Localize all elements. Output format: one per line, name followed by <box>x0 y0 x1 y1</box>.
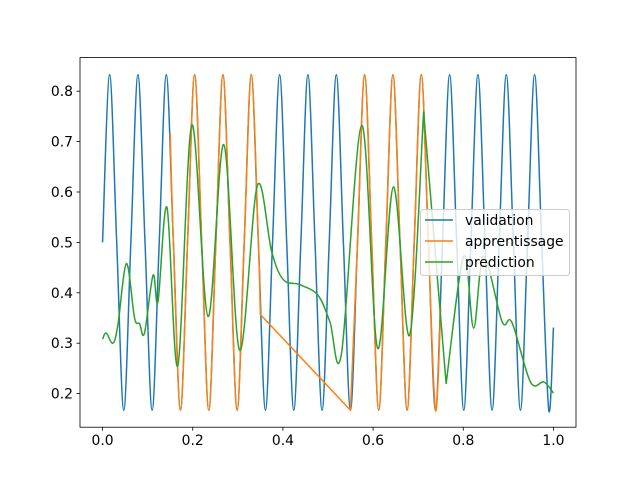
x-tick: 0.4 <box>272 427 294 449</box>
y-axis: 0.2 0.3 0.4 0.5 0.6 0.7 0.8 <box>51 84 80 403</box>
legend-label: prediction <box>465 255 535 271</box>
y-tick: 0.5 <box>51 235 80 251</box>
x-tick-label: 0.2 <box>182 433 204 449</box>
x-tick: 0.6 <box>362 427 384 449</box>
x-tick-label: 0.4 <box>272 433 294 449</box>
legend-entry: apprentissage <box>425 234 564 250</box>
x-tick: 0.2 <box>182 427 204 449</box>
x-axis: 0.0 0.2 0.4 0.6 0.8 1.0 <box>91 427 565 449</box>
y-tick: 0.8 <box>51 84 80 100</box>
series-line-apprentissage <box>169 73 442 412</box>
y-tick-label: 0.8 <box>51 84 73 100</box>
x-tick-label: 0.6 <box>362 433 384 449</box>
y-tick: 0.4 <box>51 286 80 302</box>
legend-label: validation <box>465 213 533 229</box>
y-tick-label: 0.6 <box>51 185 73 201</box>
y-tick-label: 0.4 <box>51 286 73 302</box>
y-tick: 0.2 <box>51 387 80 403</box>
x-tick-label: 0.8 <box>452 433 474 449</box>
legend: validation apprentissage prediction <box>420 209 570 276</box>
y-tick-label: 0.3 <box>51 336 73 352</box>
y-tick-label: 0.5 <box>51 235 73 251</box>
legend-label: apprentissage <box>465 234 564 250</box>
x-tick: 1.0 <box>542 427 565 449</box>
y-tick: 0.3 <box>51 336 80 352</box>
y-tick: 0.7 <box>51 135 80 151</box>
legend-entry: prediction <box>425 255 535 271</box>
x-tick-label: 0.0 <box>91 433 113 449</box>
y-tick-label: 0.2 <box>51 387 73 403</box>
legend-frame <box>420 209 570 276</box>
legend-entry: validation <box>425 213 533 229</box>
y-tick: 0.6 <box>51 185 80 201</box>
x-tick: 0.8 <box>452 427 474 449</box>
x-tick: 0.0 <box>91 427 114 449</box>
x-tick-label: 1.0 <box>542 433 564 449</box>
y-tick-label: 0.7 <box>51 135 73 151</box>
